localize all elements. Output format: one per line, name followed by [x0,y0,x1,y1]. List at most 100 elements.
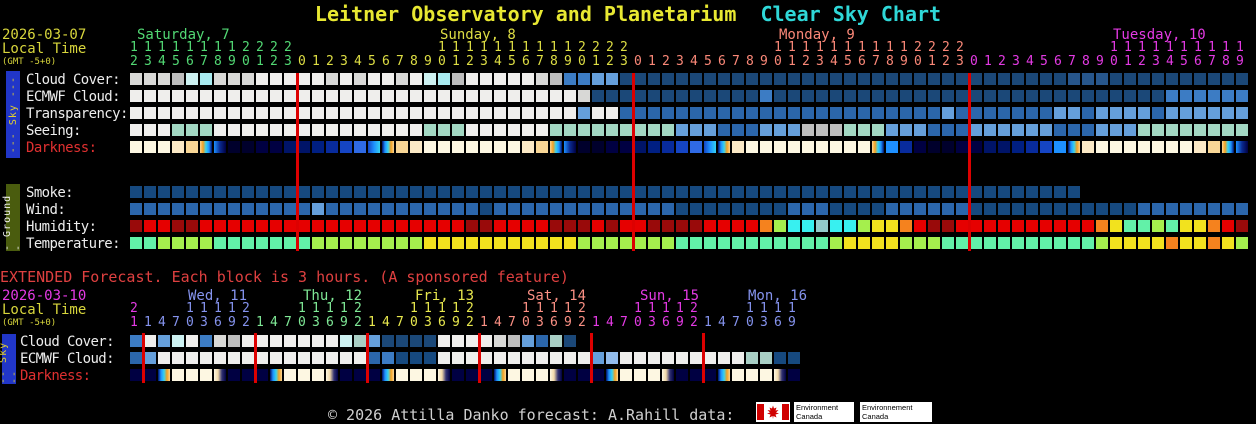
forecast-block[interactable] [172,90,184,102]
forecast-block[interactable] [634,186,646,198]
forecast-block[interactable] [466,335,478,347]
forecast-block[interactable] [522,141,534,153]
forecast-block[interactable] [746,203,758,215]
forecast-block[interactable] [746,186,758,198]
forecast-block[interactable] [466,220,478,232]
forecast-block[interactable] [662,203,674,215]
forecast-block[interactable] [424,335,436,347]
forecast-block[interactable] [984,237,996,249]
forecast-block[interactable] [186,352,198,364]
forecast-block[interactable] [1166,73,1178,85]
forecast-block[interactable] [578,237,590,249]
forecast-block[interactable] [858,237,870,249]
forecast-block[interactable] [452,369,464,381]
forecast-block[interactable] [984,186,996,198]
forecast-block[interactable] [914,203,926,215]
forecast-block[interactable] [144,90,156,102]
forecast-block[interactable] [704,203,716,215]
forecast-block[interactable] [382,107,394,119]
forecast-block[interactable] [746,141,758,153]
forecast-block[interactable] [270,90,282,102]
forecast-block[interactable] [382,203,394,215]
forecast-block[interactable] [578,90,590,102]
forecast-block[interactable] [228,107,240,119]
forecast-block[interactable] [1110,141,1122,153]
forecast-block[interactable] [1054,107,1066,119]
forecast-block[interactable] [802,186,814,198]
forecast-block[interactable] [760,90,772,102]
forecast-block[interactable] [270,220,282,232]
forecast-block[interactable] [984,141,996,153]
forecast-block[interactable] [228,186,240,198]
forecast-block[interactable] [340,220,352,232]
forecast-block[interactable] [508,203,520,215]
forecast-block[interactable] [732,107,744,119]
forecast-block[interactable] [970,186,982,198]
forecast-block[interactable] [410,124,422,136]
forecast-block[interactable] [354,352,366,364]
forecast-block[interactable] [704,237,716,249]
forecast-block[interactable] [1054,186,1066,198]
forecast-block[interactable] [1222,203,1234,215]
forecast-block[interactable] [326,90,338,102]
forecast-block[interactable] [928,186,940,198]
forecast-block[interactable] [312,107,324,119]
forecast-block[interactable] [1110,107,1122,119]
forecast-block[interactable] [452,124,464,136]
forecast-block[interactable] [1026,237,1038,249]
forecast-block[interactable] [200,73,212,85]
forecast-block[interactable] [1082,141,1094,153]
forecast-block[interactable] [200,352,212,364]
forecast-block[interactable] [508,220,520,232]
forecast-block[interactable] [956,124,968,136]
forecast-block[interactable] [816,186,828,198]
forecast-block[interactable] [1040,237,1052,249]
forecast-block[interactable] [424,124,436,136]
forecast-block[interactable] [130,203,142,215]
forecast-block[interactable] [438,203,450,215]
forecast-block[interactable] [522,90,534,102]
forecast-block[interactable] [298,369,310,381]
forecast-block[interactable] [774,107,786,119]
forecast-block[interactable] [172,352,184,364]
forecast-block[interactable] [438,352,450,364]
forecast-block[interactable] [816,90,828,102]
forecast-block[interactable] [382,124,394,136]
forecast-block[interactable] [844,141,856,153]
forecast-block[interactable] [536,369,548,381]
forecast-block[interactable] [340,73,352,85]
forecast-block[interactable] [1166,107,1178,119]
forecast-block[interactable] [1026,124,1038,136]
forecast-block[interactable] [872,73,884,85]
forecast-block[interactable] [648,369,660,381]
forecast-block[interactable] [872,141,884,153]
forecast-block[interactable] [830,186,842,198]
forecast-block[interactable] [872,107,884,119]
forecast-block[interactable] [956,90,968,102]
forecast-block[interactable] [354,186,366,198]
forecast-block[interactable] [1152,90,1164,102]
forecast-block[interactable] [242,335,254,347]
forecast-block[interactable] [242,352,254,364]
forecast-block[interactable] [256,237,268,249]
forecast-block[interactable] [326,335,338,347]
forecast-block[interactable] [1054,141,1066,153]
forecast-block[interactable] [900,141,912,153]
forecast-block[interactable] [1026,73,1038,85]
forecast-block[interactable] [578,186,590,198]
forecast-block[interactable] [508,90,520,102]
forecast-block[interactable] [312,369,324,381]
forecast-block[interactable] [326,73,338,85]
forecast-block[interactable] [1194,90,1206,102]
forecast-block[interactable] [858,90,870,102]
forecast-block[interactable] [522,124,534,136]
forecast-block[interactable] [550,369,562,381]
forecast-block[interactable] [858,107,870,119]
forecast-block[interactable] [368,335,380,347]
forecast-block[interactable] [690,352,702,364]
forecast-block[interactable] [382,186,394,198]
forecast-block[interactable] [480,107,492,119]
forecast-block[interactable] [802,90,814,102]
forecast-block[interactable] [1082,73,1094,85]
forecast-block[interactable] [620,90,632,102]
